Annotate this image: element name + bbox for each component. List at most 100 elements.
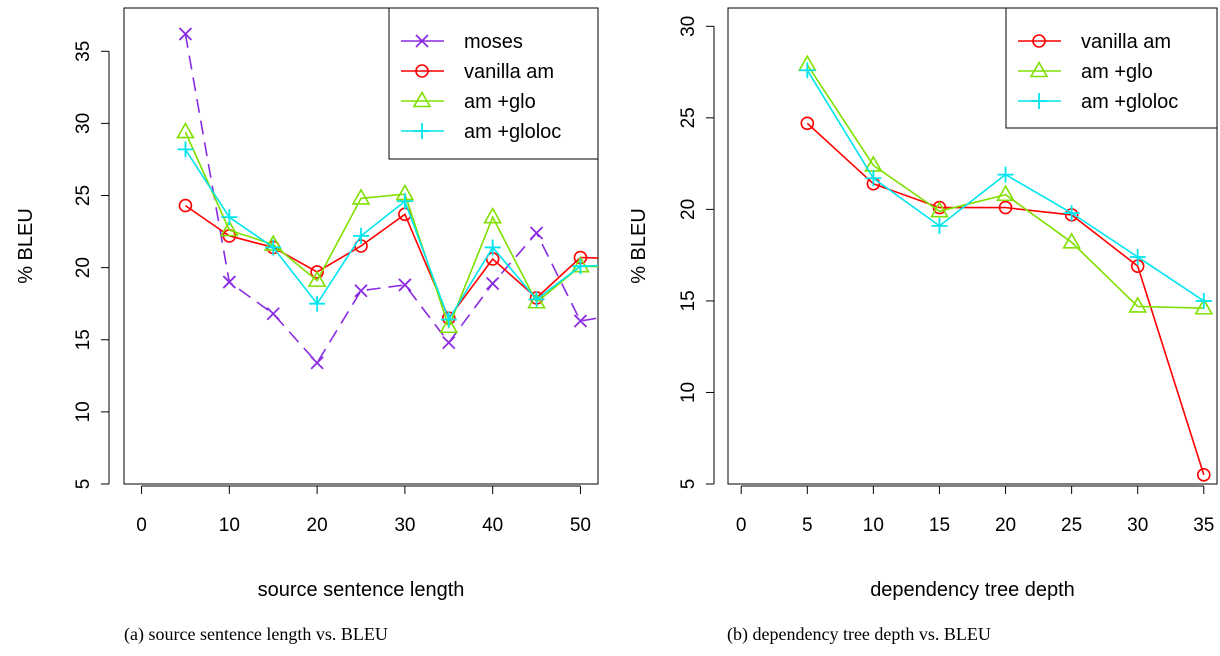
data-point xyxy=(1194,298,1214,315)
legend-entry: am +glo xyxy=(1018,60,1153,83)
legend-label: am +glo xyxy=(1081,61,1153,83)
legend-entry: moses xyxy=(401,31,523,53)
plot-frame xyxy=(123,7,599,485)
series-line xyxy=(184,33,598,365)
x-axis: 0 5 10 15 20 25 30 35 dependency tree depth xyxy=(736,485,1214,601)
data-point xyxy=(618,308,630,320)
x-tick-label: 10 xyxy=(863,515,884,536)
legend-entry: vanilla am xyxy=(1018,31,1171,53)
data-point xyxy=(398,278,412,292)
legend-entry: am +gloloc xyxy=(401,121,561,143)
data-point xyxy=(1196,468,1211,482)
y-tick-label: 30 xyxy=(73,113,94,134)
data-point xyxy=(930,201,949,218)
legend-box xyxy=(1005,7,1218,129)
data-point xyxy=(310,265,324,279)
y-tick-label: 10 xyxy=(73,401,94,422)
data-point xyxy=(309,295,326,312)
x-tick-label: 0 xyxy=(736,515,747,536)
data-point xyxy=(572,258,589,275)
y-tick-label: 5 xyxy=(73,479,94,490)
data-point xyxy=(799,62,816,79)
plot-area xyxy=(797,54,1214,482)
data-point xyxy=(1129,248,1146,265)
data-point xyxy=(307,270,327,287)
data-point xyxy=(354,284,368,298)
legend-marker xyxy=(415,34,429,48)
legend-label: am +gloloc xyxy=(1081,91,1178,113)
data-point xyxy=(219,220,239,237)
plot-area xyxy=(176,27,630,370)
data-point xyxy=(527,292,546,309)
data-point xyxy=(865,170,882,187)
data-point xyxy=(353,227,369,244)
data-point xyxy=(1062,232,1082,249)
data-point xyxy=(800,116,815,131)
data-point xyxy=(177,141,194,158)
x-tick-label: 20 xyxy=(307,515,328,536)
caption: (a) source sentence length vs. BLEU xyxy=(124,624,388,645)
data-point xyxy=(1195,292,1212,309)
y-tick-label: 20 xyxy=(73,257,94,278)
y-tick-label: 15 xyxy=(678,290,699,311)
y-axis: 5 10 15 20 25 30 % BLEU xyxy=(628,16,715,489)
x-tick-label: 5 xyxy=(802,515,813,536)
data-point xyxy=(484,239,501,256)
legend: vanilla am am +glo am +gloloc xyxy=(1005,7,1218,129)
data-point xyxy=(176,121,195,139)
x-axis-title: source sentence length xyxy=(258,579,465,601)
data-point xyxy=(396,193,413,210)
data-point xyxy=(996,184,1015,202)
legend-marker xyxy=(415,64,429,78)
legend-label: vanilla am xyxy=(1081,31,1171,53)
data-point xyxy=(1063,205,1080,222)
legend-box xyxy=(388,7,599,160)
legend: moses vanilla am am +glo am +gloloc xyxy=(388,7,599,160)
x-tick-label: 10 xyxy=(219,515,240,536)
legend-entry: vanilla am xyxy=(401,61,554,83)
caption: (b) dependency tree depth vs. BLEU xyxy=(727,624,991,645)
legend-marker xyxy=(412,90,432,108)
data-point xyxy=(998,200,1013,215)
x-tick-label: 50 xyxy=(570,515,591,536)
y-tick-label: 10 xyxy=(678,382,699,403)
x-tick-label: 15 xyxy=(929,515,950,536)
x-axis: 0 10 20 30 40 50 source sentence length xyxy=(136,485,591,601)
y-tick-label: 15 xyxy=(73,329,94,350)
legend-label: moses xyxy=(464,31,523,53)
plot-frame xyxy=(727,7,1218,485)
legend-label: am +glo xyxy=(464,91,536,113)
chart-panel-a: 0 10 20 30 40 50 source sentence length 5 10 15 20… xyxy=(15,7,630,645)
data-point xyxy=(483,207,503,224)
x-tick-label: 25 xyxy=(1061,515,1082,536)
data-point xyxy=(486,276,500,291)
y-axis-title: % BLEU xyxy=(15,208,37,284)
y-tick-label: 20 xyxy=(678,199,699,220)
data-point xyxy=(221,209,238,226)
data-point xyxy=(931,217,948,234)
data-point xyxy=(1128,296,1148,313)
y-axis-title: % BLEU xyxy=(628,208,650,284)
data-point xyxy=(266,307,280,321)
chart-panel-b: 0 5 10 15 20 25 30 35 dependency tree depth 5 10 15… xyxy=(628,7,1218,645)
data-point xyxy=(351,188,371,205)
x-tick-label: 20 xyxy=(995,515,1016,536)
x-tick-label: 40 xyxy=(482,515,503,536)
x-tick-label: 0 xyxy=(136,515,147,536)
data-point xyxy=(265,239,282,256)
legend-label: am +gloloc xyxy=(464,121,561,143)
series-line xyxy=(806,64,1204,309)
legend-entry: am +gloloc xyxy=(1018,91,1178,113)
series-line xyxy=(184,148,598,322)
data-point xyxy=(222,275,236,289)
data-point xyxy=(440,311,457,328)
data-point xyxy=(997,166,1014,183)
series-am-gloloc xyxy=(177,141,598,328)
series-am-gloloc xyxy=(799,62,1212,309)
data-point xyxy=(529,226,544,240)
data-point xyxy=(310,356,324,370)
data-point xyxy=(178,198,193,213)
series-line xyxy=(184,131,598,330)
